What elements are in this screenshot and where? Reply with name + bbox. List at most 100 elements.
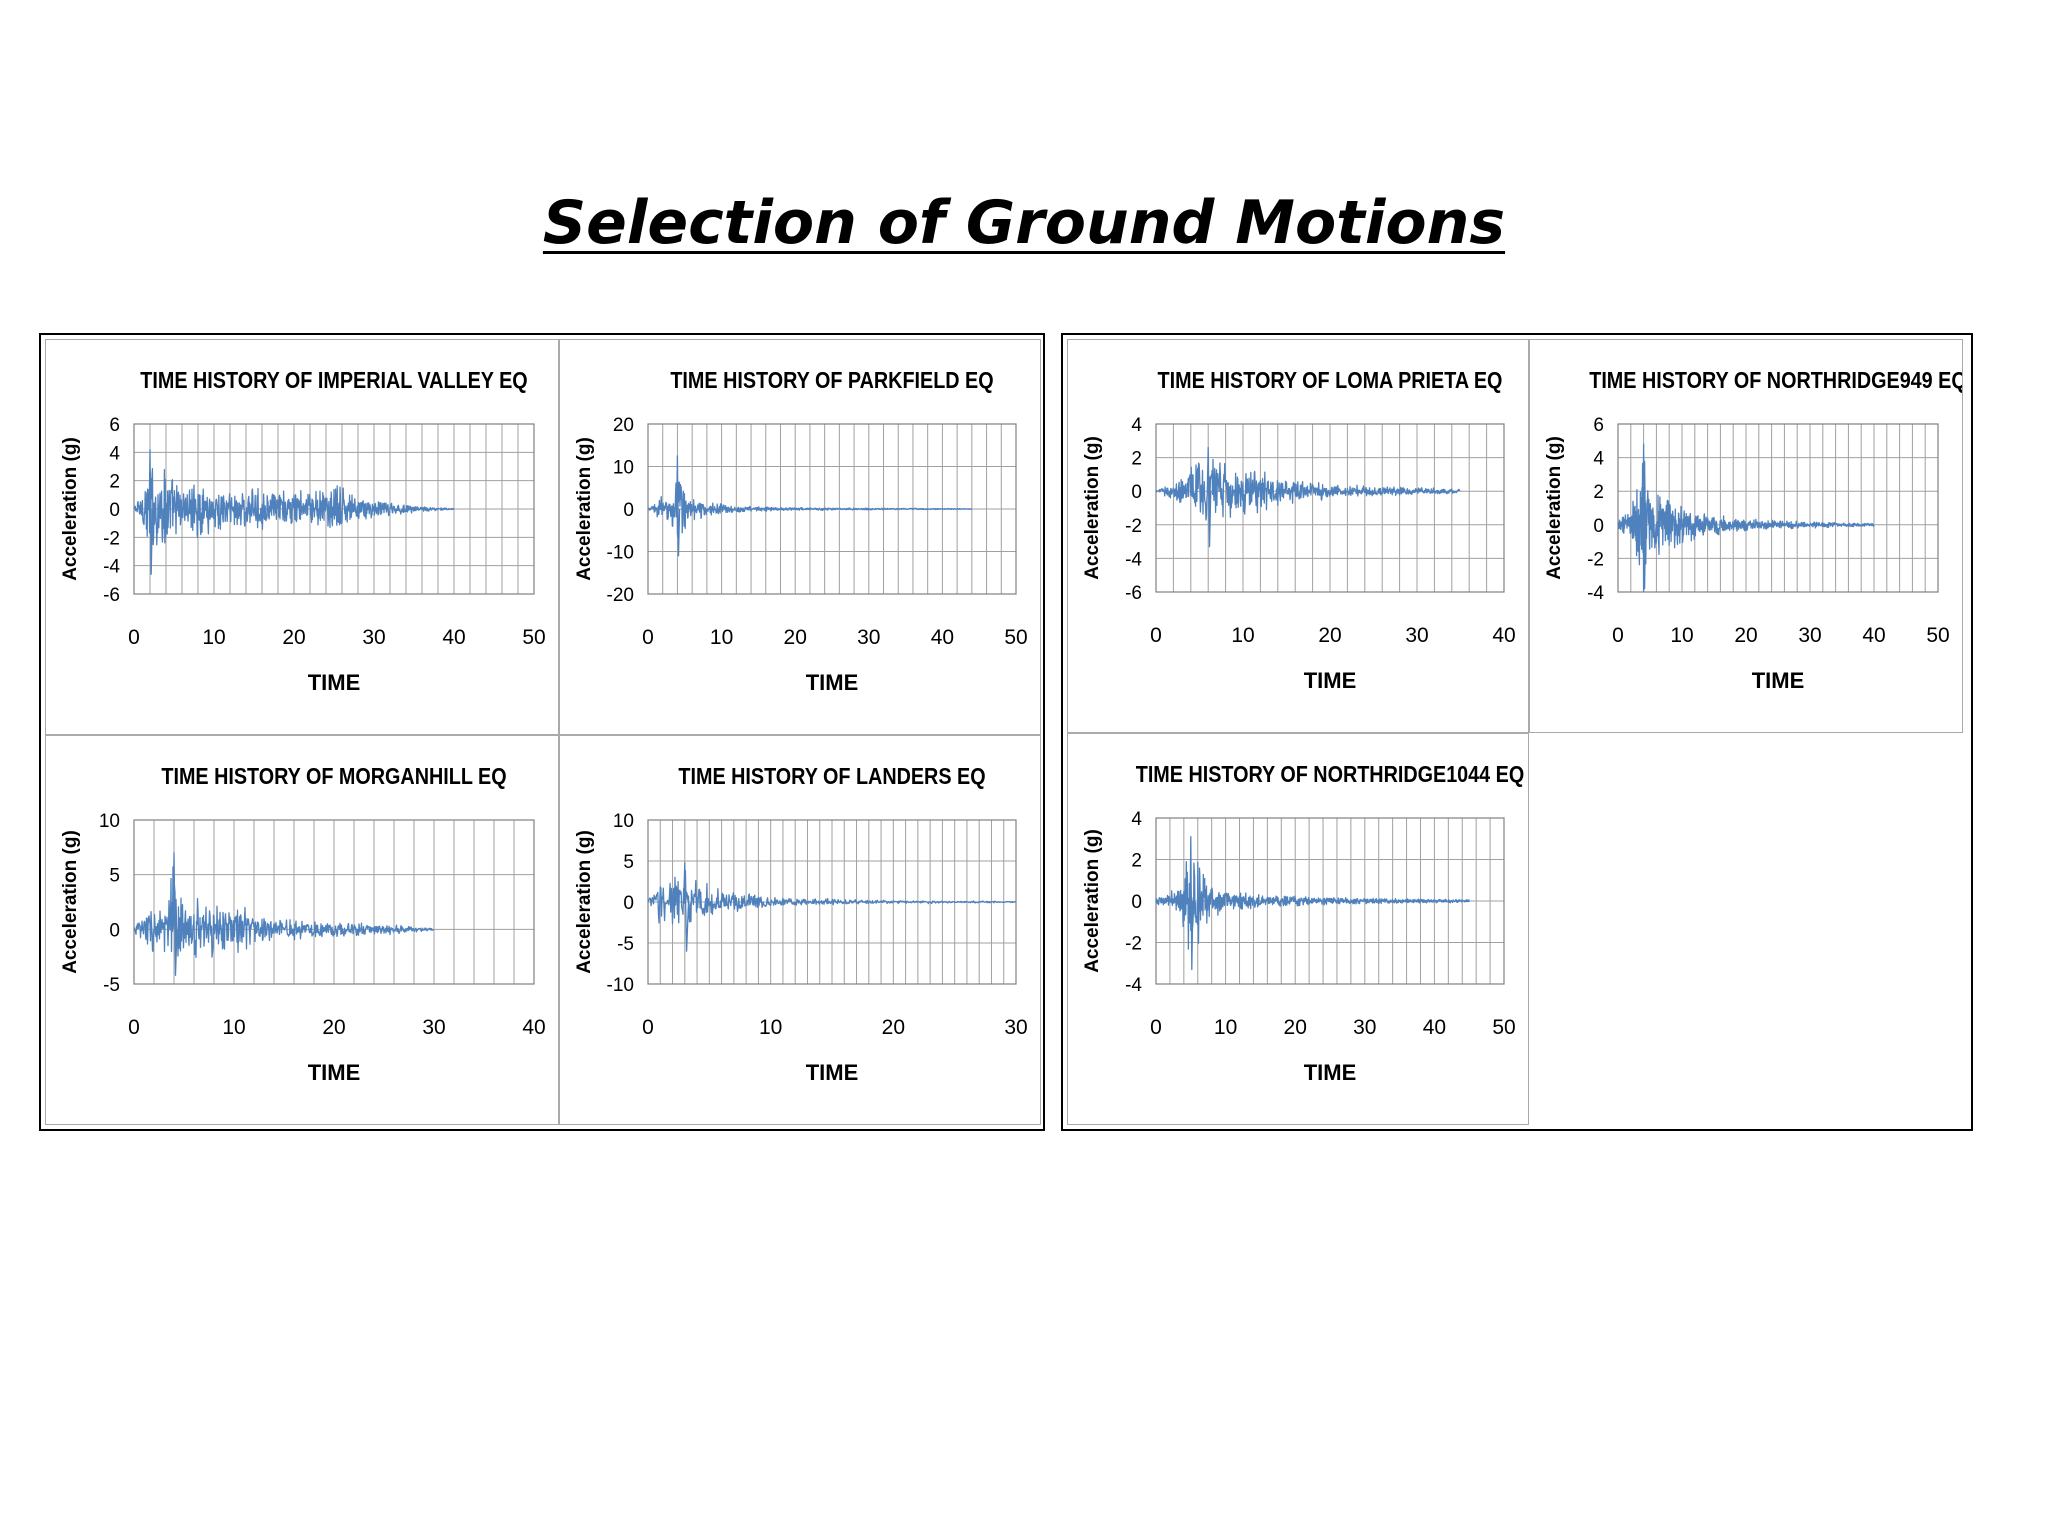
x-tick-label: 20 <box>282 626 305 649</box>
chart-title: TIME HISTORY OF NORTHRIDGE1044 EQ <box>1136 762 1524 788</box>
y-tick-label: -6 <box>1125 583 1142 604</box>
chart-title: TIME HISTORY OF LOMA PRIETA EQ <box>1158 368 1503 394</box>
x-tick-label: 10 <box>710 626 733 649</box>
y-tick-label: 2 <box>1131 851 1142 872</box>
y-tick-label: 4 <box>109 443 120 464</box>
x-axis-label: TIME <box>1752 668 1805 693</box>
x-tick-label: 50 <box>1004 626 1027 649</box>
x-tick-label: 40 <box>522 1016 545 1039</box>
x-tick-label: 0 <box>128 1016 140 1039</box>
x-tick-label: 0 <box>642 1016 654 1039</box>
x-tick-label: 10 <box>1214 1016 1237 1039</box>
chart-title: TIME HISTORY OF PARKFIELD EQ <box>670 368 993 394</box>
y-tick-label: 6 <box>1593 415 1604 436</box>
series-line <box>1617 443 1875 592</box>
y-axis-label: Acceleration (g) <box>574 437 595 581</box>
plot-area <box>133 819 535 985</box>
chart-northridge1044: TIME HISTORY OF NORTHRIDGE1044 EQ 4 2 0 -2 -4… <box>1067 733 1529 1125</box>
y-tick-label: 4 <box>1131 415 1142 436</box>
y-axis-label: Acceleration (g) <box>60 830 81 974</box>
y-tick-label: -2 <box>1125 934 1142 955</box>
x-tick-label: 30 <box>362 626 385 649</box>
x-tick-label: 30 <box>857 626 880 649</box>
y-tick-label: 6 <box>109 415 120 436</box>
x-tick-label: 20 <box>784 626 807 649</box>
x-tick-label: 0 <box>1150 624 1162 647</box>
x-tick-label: 40 <box>1492 624 1515 647</box>
x-axis-label: TIME <box>806 1060 859 1085</box>
y-tick-label: 2 <box>1131 449 1142 470</box>
y-tick-label: -2 <box>103 528 120 549</box>
x-tick-label: 50 <box>1492 1016 1515 1039</box>
x-tick-label: 10 <box>202 626 225 649</box>
y-tick-label: 5 <box>623 852 634 873</box>
y-tick-label: 0 <box>1131 482 1142 503</box>
x-tick-label: 30 <box>1798 624 1821 647</box>
y-tick-label: -4 <box>1587 583 1604 604</box>
y-axis-label: Acceleration (g) <box>1544 436 1565 580</box>
y-tick-label: 0 <box>1593 516 1604 537</box>
chart-northridge949: TIME HISTORY OF NORTHRIDGE949 EQ 6 4 2 0 -2 -4… <box>1529 339 1963 733</box>
slide-title: Selection of Ground Motions <box>542 188 1506 258</box>
chart-loma-prieta: TIME HISTORY OF LOMA PRIETA EQ 4 2 0 -2 -4 -6 0… <box>1067 339 1529 733</box>
y-tick-label: -6 <box>103 585 120 606</box>
x-tick-label: 30 <box>1004 1016 1027 1039</box>
x-tick-label: 40 <box>1862 624 1885 647</box>
x-tick-label: 10 <box>1231 624 1254 647</box>
y-tick-label: 2 <box>109 472 120 493</box>
x-axis-label: TIME <box>308 1060 361 1085</box>
y-tick-label: -4 <box>1125 549 1142 570</box>
y-tick-label: -10 <box>607 543 634 564</box>
x-tick-label: 10 <box>1670 624 1693 647</box>
x-tick-label: 50 <box>1926 624 1949 647</box>
series-line <box>647 861 1016 952</box>
y-tick-label: -10 <box>607 975 634 996</box>
plot-grid <box>133 819 535 985</box>
y-tick-label: 4 <box>1593 449 1604 470</box>
x-axis-label: TIME <box>1304 1060 1357 1085</box>
x-tick-label: 10 <box>222 1016 245 1039</box>
chart-morganhill: TIME HISTORY OF MORGANHILL EQ 10 5 0 -5 0 10 20… <box>45 735 559 1125</box>
x-tick-label: 20 <box>1734 624 1757 647</box>
series-line <box>133 448 455 575</box>
plot-area <box>1617 423 1939 593</box>
x-tick-label: 0 <box>642 626 654 649</box>
y-tick-label: 10 <box>613 458 634 479</box>
chart-imperial-valley: TIME HISTORY OF IMPERIAL VALLEY EQ 6 4 2 0 -2… <box>45 339 559 735</box>
x-tick-label: 0 <box>1612 624 1624 647</box>
x-tick-label: 30 <box>1353 1016 1376 1039</box>
plot-area <box>1155 423 1505 593</box>
y-axis-label: Acceleration (g) <box>1082 436 1103 580</box>
y-tick-label: 0 <box>623 500 634 521</box>
x-tick-label: 30 <box>422 1016 445 1039</box>
y-tick-label: 0 <box>109 920 120 941</box>
y-tick-label: 5 <box>109 866 120 887</box>
y-tick-label: 0 <box>623 893 634 914</box>
y-tick-label: -5 <box>103 975 120 996</box>
x-axis-label: TIME <box>1304 668 1357 693</box>
x-tick-label: 40 <box>1423 1016 1446 1039</box>
x-tick-label: 40 <box>442 626 465 649</box>
y-tick-label: -2 <box>1125 516 1142 537</box>
chart-group-left: TIME HISTORY OF IMPERIAL VALLEY EQ 6 4 2 0 -2… <box>39 333 1045 1131</box>
x-tick-label: 30 <box>1405 624 1428 647</box>
y-tick-label: -4 <box>1125 975 1142 996</box>
chart-title: TIME HISTORY OF NORTHRIDGE949 EQ <box>1589 368 1962 394</box>
y-tick-label: 10 <box>613 811 634 832</box>
y-tick-label: 0 <box>1131 892 1142 913</box>
y-tick-label: 10 <box>99 811 120 832</box>
chart-group-right: TIME HISTORY OF LOMA PRIETA EQ 4 2 0 -2 -4 -6 0… <box>1061 333 1973 1131</box>
series-line <box>1155 446 1461 548</box>
x-tick-label: 20 <box>1284 1016 1307 1039</box>
y-tick-label: 2 <box>1593 482 1604 503</box>
chart-title: TIME HISTORY OF LANDERS EQ <box>678 764 985 790</box>
x-tick-label: 50 <box>522 626 545 649</box>
chart-title: TIME HISTORY OF IMPERIAL VALLEY EQ <box>140 368 527 394</box>
x-tick-label: 0 <box>1150 1016 1162 1039</box>
y-axis-label: Acceleration (g) <box>60 437 81 581</box>
x-axis-label: TIME <box>308 670 361 695</box>
series-line <box>133 852 435 976</box>
y-tick-label: -5 <box>617 934 634 955</box>
chart-parkfield: TIME HISTORY OF PARKFIELD EQ 20 10 0 -10 -20 0… <box>559 339 1041 735</box>
x-tick-label: 0 <box>128 626 140 649</box>
